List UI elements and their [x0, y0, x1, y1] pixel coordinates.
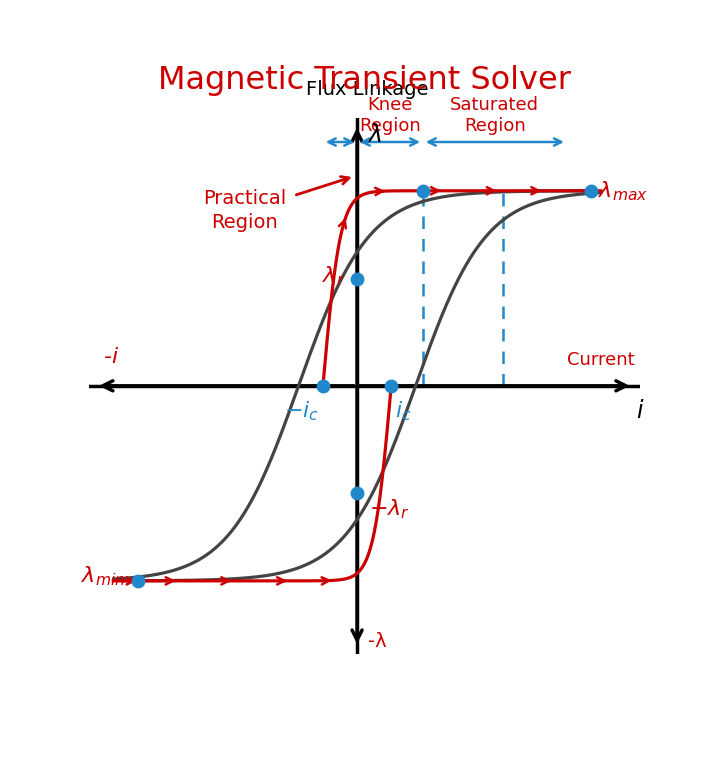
- Text: $i_c$: $i_c$: [395, 400, 412, 423]
- Text: Current: Current: [567, 351, 635, 369]
- Text: $\lambda_r$: $\lambda_r$: [321, 264, 345, 288]
- Text: i: i: [636, 400, 643, 423]
- Text: Practical
Region: Practical Region: [203, 189, 287, 231]
- Text: Saturated
Region: Saturated Region: [450, 96, 540, 134]
- Text: $-\lambda_r$: $-\lambda_r$: [369, 497, 410, 520]
- Text: $\lambda_{max}$: $\lambda_{max}$: [599, 179, 648, 202]
- Text: $-i_c$: $-i_c$: [284, 400, 319, 423]
- Text: -λ: -λ: [368, 632, 386, 651]
- Text: Knee
Region: Knee Region: [359, 96, 421, 134]
- Text: Magnetic Transient Solver: Magnetic Transient Solver: [158, 65, 571, 96]
- Text: Flux Linkage: Flux Linkage: [306, 80, 428, 99]
- Text: λ: λ: [368, 124, 382, 147]
- Text: -i: -i: [104, 348, 117, 367]
- Text: $\lambda_{min}$: $\lambda_{min}$: [81, 564, 125, 588]
